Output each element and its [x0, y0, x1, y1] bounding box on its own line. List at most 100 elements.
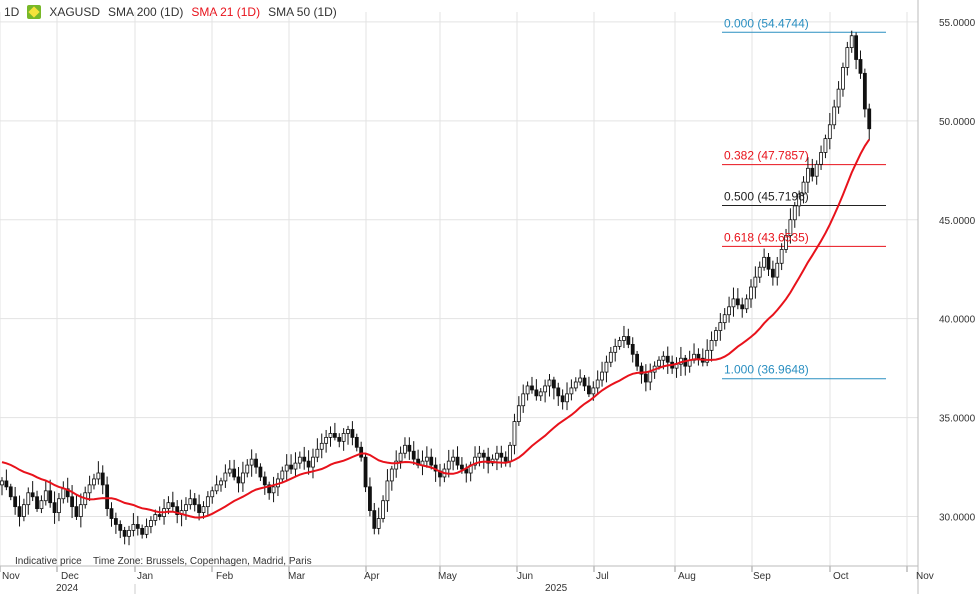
y-axis: 30.0000 35.0000 40.0000 45.0000 50.0000 55.00…: [917, 0, 976, 594]
candle-body: [346, 429, 350, 434]
candle: [836, 81, 841, 114]
candle-body: [827, 124, 832, 140]
y-tick-label: 45.0000: [939, 216, 976, 227]
candle-body: [832, 106, 837, 126]
candle: [17, 495, 22, 527]
candle: [810, 158, 815, 182]
indicator-sma21[interactable]: SMA 21 (1D): [191, 5, 261, 19]
candle: [648, 363, 653, 391]
candle: [354, 433, 359, 452]
candle: [635, 350, 639, 371]
candle-body: [188, 498, 193, 506]
candle: [389, 465, 394, 491]
candle: [481, 449, 486, 469]
candle-body: [556, 387, 561, 397]
candle-body: [17, 506, 22, 517]
candle-body: [587, 385, 591, 395]
candle-body: [845, 47, 850, 68]
candle: [192, 493, 197, 512]
candle-body: [626, 336, 631, 345]
candle-body: [762, 256, 767, 268]
candle: [819, 145, 823, 170]
candle-body: [661, 355, 666, 361]
candle: [827, 113, 832, 150]
candle: [214, 475, 219, 495]
candle: [78, 493, 83, 528]
candle-body: [784, 235, 788, 250]
candle: [473, 446, 477, 470]
candle-body: [341, 433, 346, 442]
candle-body: [503, 456, 508, 462]
x-month-label: Nov: [916, 571, 934, 582]
candle: [26, 487, 31, 515]
candle: [372, 502, 377, 535]
candle-body: [749, 286, 753, 300]
candle: [486, 447, 491, 474]
candle: [832, 99, 837, 130]
candle-body: [332, 433, 337, 438]
x-month-label: Aug: [678, 571, 696, 582]
candle-body: [534, 389, 539, 397]
candle-body: [512, 421, 517, 446]
candle-body: [324, 436, 329, 444]
candle: [587, 376, 591, 398]
candle-body: [166, 502, 171, 510]
symbol-label[interactable]: XAGUSD: [49, 5, 101, 19]
candle: [600, 361, 604, 387]
indicator-sma50[interactable]: SMA 50 (1D): [268, 5, 337, 19]
candle-body: [424, 456, 429, 462]
candle: [753, 266, 758, 299]
candle: [175, 500, 180, 524]
chart-header: 1D XAGUSD SMA 200 (1D) SMA 21 (1D) SMA 5…: [4, 5, 337, 19]
candle: [735, 288, 740, 310]
candle-body: [543, 385, 548, 393]
candle-body: [814, 163, 819, 177]
candle: [197, 494, 202, 521]
candle: [403, 437, 407, 459]
candle: [236, 467, 241, 493]
candle-body: [315, 448, 320, 458]
candle: [332, 422, 337, 441]
candle-body: [446, 460, 451, 470]
candle-body: [249, 458, 254, 466]
candle: [727, 296, 731, 323]
candle-body: [788, 219, 793, 236]
sma21-line: [1, 138, 871, 519]
candle: [21, 498, 26, 522]
candle: [61, 481, 66, 504]
candle: [284, 454, 289, 480]
x-year-label: 2024: [56, 583, 79, 594]
x-month-label: Jun: [517, 571, 533, 582]
candle-body: [617, 340, 622, 347]
candle-body: [849, 35, 854, 49]
candle: [806, 157, 810, 193]
candle: [770, 260, 775, 286]
candle: [122, 526, 127, 545]
candle: [665, 346, 670, 374]
candle-body: [696, 353, 701, 359]
candle: [337, 433, 342, 448]
candle-body: [481, 452, 486, 458]
candle-body: [363, 456, 368, 488]
candle: [131, 513, 136, 537]
candle-body: [70, 496, 74, 508]
candle-body: [486, 456, 491, 464]
candle-body: [648, 371, 653, 383]
candle: [140, 524, 145, 539]
candle-body: [705, 349, 710, 363]
candle: [135, 515, 140, 536]
candle: [35, 490, 39, 512]
candle: [845, 41, 850, 76]
candle: [779, 243, 784, 271]
candle-body: [403, 444, 407, 454]
indicator-sma200[interactable]: SMA 200 (1D): [108, 5, 184, 19]
interval-label[interactable]: 1D: [4, 5, 20, 19]
candle-body: [770, 268, 775, 278]
candle: [227, 460, 232, 477]
candle: [503, 451, 508, 467]
candle: [346, 425, 350, 445]
candle: [608, 346, 613, 368]
candle-body: [779, 249, 784, 264]
candle: [30, 481, 35, 502]
